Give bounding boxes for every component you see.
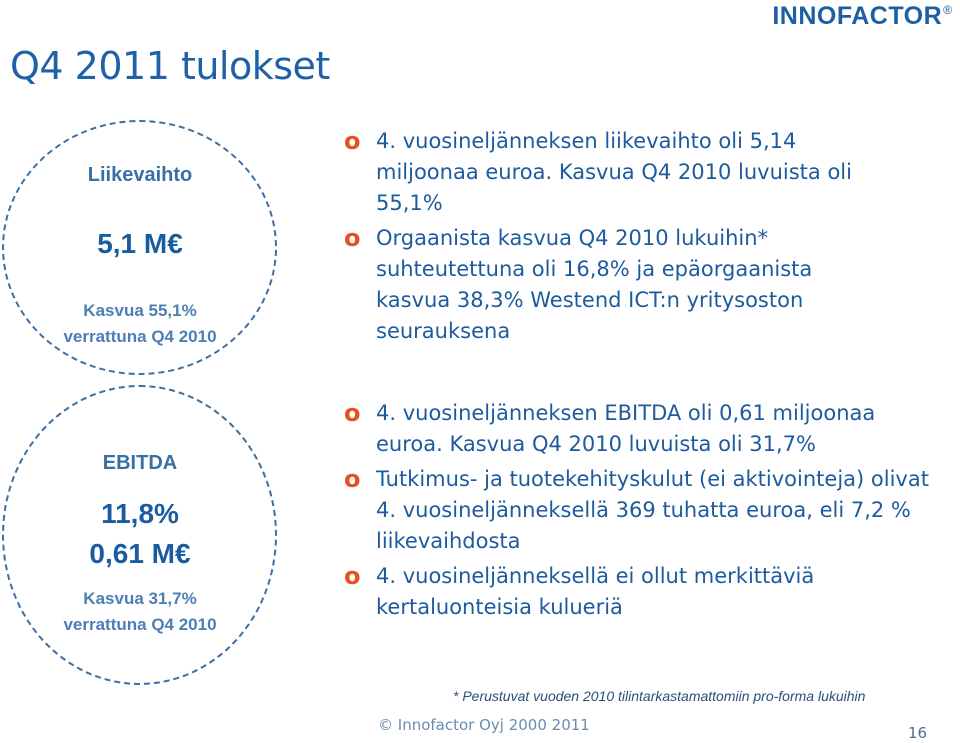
footnote: * Perustuvat vuoden 2010 tilintarkastama… [453,688,866,704]
bullet-circle-icon: o [344,399,361,427]
logo-text: INNOFACTOR [772,2,943,30]
copyright: © Innofactor Oyj 2000 2011 [378,716,590,734]
slide-title: Q4 2011 tulokset [10,44,330,88]
bullet-text: 4. vuosineljänneksen EBITDA oli 0,61 mil… [376,401,876,456]
bullet-text: 4. vuosineljänneksellä ei ollut merkittä… [376,564,815,619]
list-item: o 4. vuosineljänneksen liikevaihto oli 5… [344,126,864,219]
ebitda-value: 0,61 M€ [89,538,191,569]
bullet-text: Tutkimus- ja tuotekehityskulut (ei aktiv… [376,467,929,553]
bullet-circle-icon: o [344,127,361,155]
revenue-growth: Kasvua 55,1% [83,301,197,320]
list-item: o 4. vuosineljänneksellä ei ollut merkit… [344,561,944,623]
revenue-value: 5,1 M€ [97,228,183,259]
list-item: o Orgaanista kasvua Q4 2010 lukuihin* su… [344,223,864,347]
revenue-label: Liikevaihto [87,164,193,186]
page-number: 16 [908,724,928,742]
bullet-circle-icon: o [344,224,361,252]
ebitda-margin: 11,8% [101,498,179,529]
logo-registered-mark: ® [943,3,952,17]
bullet-text: Orgaanista kasvua Q4 2010 lukuihin* suht… [376,226,813,343]
ebitda-compare: verrattuna Q4 2010 [63,615,217,634]
bullet-circle-icon: o [344,465,361,493]
ebitda-label: EBITDA [102,452,178,474]
list-item: o 4. vuosineljänneksen EBITDA oli 0,61 m… [344,398,944,460]
revenue-circle [2,120,277,375]
revenue-compare: verrattuna Q4 2010 [63,327,217,346]
revenue-bullet-list: o 4. vuosineljänneksen liikevaihto oli 5… [344,126,864,351]
ebitda-circle [2,385,277,685]
innofactor-logo: INNOFACTOR ® [772,2,952,31]
bullet-text: 4. vuosineljänneksen liikevaihto oli 5,1… [376,129,852,215]
ebitda-growth: Kasvua 31,7% [83,589,197,608]
list-item: o Tutkimus- ja tuotekehityskulut (ei akt… [344,464,944,557]
bullet-circle-icon: o [344,562,361,590]
ebitda-bullet-list: o 4. vuosineljänneksen EBITDA oli 0,61 m… [344,398,944,627]
